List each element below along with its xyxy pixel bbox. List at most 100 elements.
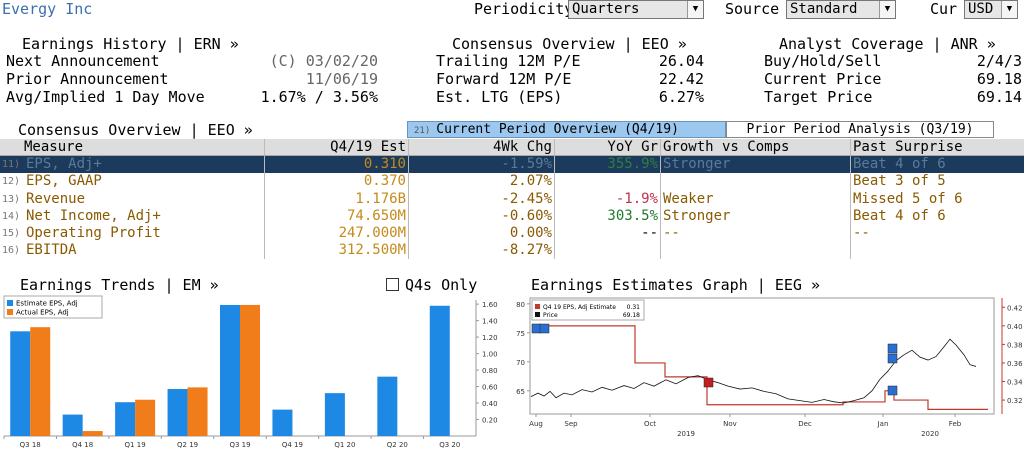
table-row[interactable]: 12) EPS, GAAP 0.370 2.07% Beat 3 of 5 bbox=[0, 173, 1024, 191]
bar-estimate bbox=[167, 389, 188, 436]
analyst-row: Current Price 69.18 bbox=[764, 70, 1022, 88]
legend-label: Price bbox=[543, 312, 558, 319]
tab-label: Current Period Overview (Q4/19) bbox=[436, 122, 679, 137]
x-tick-label: Jan bbox=[877, 420, 889, 428]
surprise-cell bbox=[850, 242, 1024, 260]
estimate-cell: 247.000M bbox=[264, 224, 408, 243]
row-number: 13) bbox=[2, 193, 21, 205]
analyst-row: Target Price 69.14 bbox=[764, 88, 1022, 106]
source-label: Source bbox=[725, 0, 780, 18]
header-4wk-chg[interactable]: 4Wk Chg bbox=[408, 139, 554, 156]
right-tick-label: 0.40 bbox=[1007, 323, 1023, 331]
header-yoy-growth[interactable]: YoY Gr bbox=[554, 139, 660, 156]
change-cell: -8.27% bbox=[408, 242, 554, 260]
table-section-title[interactable]: Consensus Overview | EEO » bbox=[18, 121, 253, 139]
chevron-down-icon[interactable]: ▼ bbox=[687, 1, 703, 18]
yoy-cell bbox=[554, 242, 660, 260]
currency-label: Cur bbox=[930, 0, 958, 18]
comps-cell bbox=[660, 173, 850, 191]
legend-box bbox=[531, 299, 645, 321]
change-cell: -2.45% bbox=[408, 190, 554, 208]
x-tick-label: Nov bbox=[723, 420, 737, 428]
y-tick-label: 1.40 bbox=[482, 318, 498, 326]
row-label: Target Price bbox=[764, 88, 873, 106]
currency-select[interactable]: USD ▼ bbox=[964, 0, 1018, 19]
left-tick-label: 75 bbox=[516, 330, 525, 338]
consensus-overview-title[interactable]: Consensus Overview | EEO » bbox=[452, 35, 687, 53]
legend-swatch bbox=[535, 304, 540, 309]
row-number: 15) bbox=[2, 227, 21, 239]
x-tick-label: Q2 19 bbox=[177, 441, 198, 449]
header-past-surprise[interactable]: Past Surprise bbox=[850, 139, 1024, 156]
analyst-coverage-title[interactable]: Analyst Coverage | ANR » bbox=[779, 35, 996, 53]
row-label: Trailing 12M P/E bbox=[436, 52, 581, 70]
chevron-down-icon[interactable]: ▼ bbox=[1001, 1, 1017, 18]
periodicity-value: Quarters bbox=[572, 1, 640, 17]
table-row[interactable]: 11) EPS, Adj+ 0.310 -1.59% 355.9% Stronger Bea… bbox=[0, 156, 1024, 174]
surprise-cell: -- bbox=[850, 224, 1024, 243]
table-row[interactable]: 16) EBITDA 312.500M -8.27% bbox=[0, 242, 1024, 260]
source-select[interactable]: Standard ▼ bbox=[786, 0, 896, 19]
y-tick-label: 0.80 bbox=[482, 367, 498, 375]
earnings-trends-title[interactable]: Earnings Trends | EM » bbox=[20, 276, 219, 294]
analyst-coverage-panel: Buy/Hold/Sell 2/4/3 Current Price 69.18 Ta… bbox=[764, 52, 1022, 106]
chevron-down-icon[interactable]: ▼ bbox=[879, 1, 895, 18]
earnings-history-title[interactable]: Earnings History | ERN » bbox=[22, 35, 239, 53]
company-title[interactable]: Evergy Inc bbox=[2, 0, 93, 18]
x-tick-label: Q2 20 bbox=[387, 441, 408, 449]
legend-label: Q4 19 EPS, Adj Estimate bbox=[543, 304, 616, 311]
yoy-cell: 355.9% bbox=[554, 156, 660, 174]
comps-cell: Stronger bbox=[660, 207, 850, 225]
legend-swatch bbox=[535, 312, 540, 317]
yoy-cell: -1.9% bbox=[554, 190, 660, 208]
row-value: 6.27% bbox=[658, 88, 704, 106]
estimates-graph-title[interactable]: Earnings Estimates Graph | EEG » bbox=[531, 276, 820, 294]
measure-cell: Revenue bbox=[26, 190, 86, 207]
right-tick-label: 0.36 bbox=[1007, 360, 1023, 368]
price-line bbox=[530, 338, 977, 404]
left-tick-label: 70 bbox=[516, 359, 525, 367]
estimate-cell: 74.650M bbox=[264, 207, 408, 225]
row-label: Current Price bbox=[764, 70, 882, 88]
surprise-cell: Missed 5 of 6 bbox=[850, 190, 1024, 208]
bar-estimate bbox=[272, 409, 293, 436]
q4-only-label: Q4s Only bbox=[405, 276, 478, 294]
row-number: 14) bbox=[2, 210, 21, 222]
table-header-row: Measure Q4/19 Est 4Wk Chg YoY Gr Growth … bbox=[0, 139, 1024, 157]
table-row[interactable]: 15) Operating Profit 247.000M 0.00% -- -- -- bbox=[0, 224, 1024, 243]
left-tick-label: 65 bbox=[516, 388, 525, 396]
measure-cell: EBITDA bbox=[26, 242, 77, 259]
row-value: (C) 03/02/20 bbox=[269, 52, 378, 70]
row-number: 12) bbox=[2, 176, 21, 188]
legend-value: 0.31 bbox=[627, 304, 641, 311]
yoy-cell: -- bbox=[554, 224, 660, 243]
header-measure[interactable]: Measure bbox=[24, 139, 84, 155]
row-label: Buy/Hold/Sell bbox=[764, 52, 882, 70]
measure-cell: Net Income, Adj+ bbox=[26, 207, 161, 224]
bar-actual bbox=[240, 304, 260, 436]
yoy-cell: 303.5% bbox=[554, 207, 660, 225]
comps-cell: Stronger bbox=[660, 156, 850, 174]
estimate-cell: 0.310 bbox=[264, 156, 408, 174]
consensus-overview-panel: Trailing 12M P/E 26.04 Forward 12M P/E 22.… bbox=[436, 52, 704, 106]
source-value: Standard bbox=[790, 1, 858, 17]
tab-prior-period[interactable]: Prior Period Analysis (Q3/19) bbox=[726, 121, 994, 138]
row-number: 16) bbox=[2, 245, 21, 257]
x-tick-label: Q4 19 bbox=[282, 441, 303, 449]
table-row[interactable]: 13) Revenue 1.176B -2.45% -1.9% Weaker Missed … bbox=[0, 190, 1024, 208]
periodicity-select[interactable]: Quarters ▼ bbox=[568, 0, 704, 19]
y-tick-label: 0.20 bbox=[482, 417, 498, 425]
y-tick-label: 0.60 bbox=[482, 384, 498, 392]
tab-current-period[interactable]: 21) Current Period Overview (Q4/19) bbox=[407, 121, 726, 138]
comps-cell: Weaker bbox=[660, 190, 850, 208]
x-tick-label: Sep bbox=[564, 420, 578, 428]
table-row[interactable]: 14) Net Income, Adj+ 74.650M -0.60% 303.5% St… bbox=[0, 207, 1024, 225]
header-growth-vs-comps[interactable]: Growth vs Comps bbox=[660, 139, 850, 156]
right-tick-label: 0.32 bbox=[1007, 397, 1023, 405]
x-tick-label: Q3 19 bbox=[229, 441, 250, 449]
row-label: Avg/Implied 1 Day Move bbox=[6, 88, 205, 106]
q4-only-checkbox[interactable] bbox=[386, 278, 399, 291]
y-tick-label: 0.40 bbox=[482, 400, 498, 408]
row-label: Prior Announcement bbox=[6, 70, 169, 88]
header-estimate[interactable]: Q4/19 Est bbox=[264, 139, 408, 156]
